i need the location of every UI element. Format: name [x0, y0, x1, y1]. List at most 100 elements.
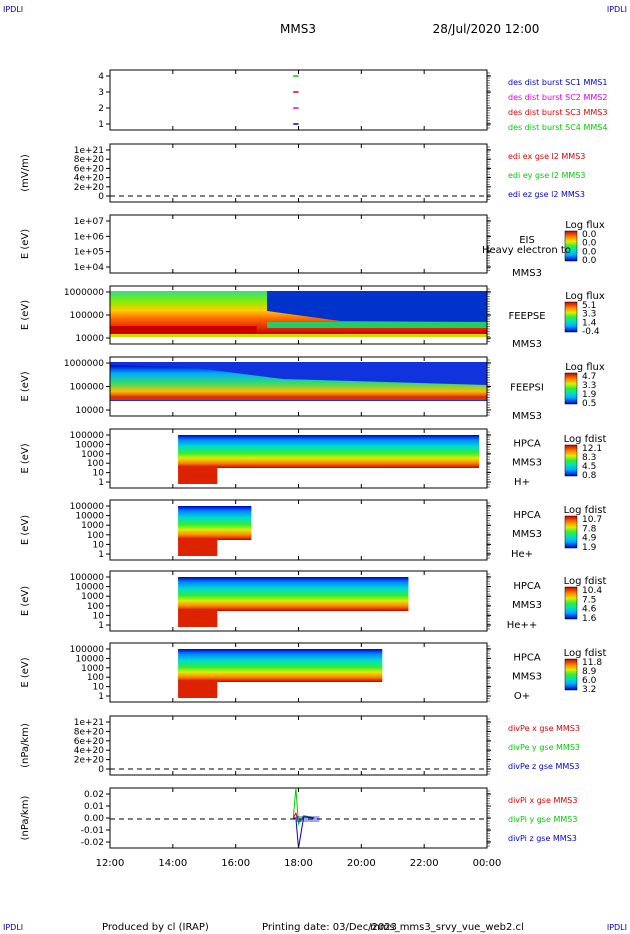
feeps-ions-label: FEEPSI — [510, 383, 544, 394]
burst-intervals-legend-0: des dist burst SC1 MMS1 — [508, 78, 607, 87]
hpca-h-spectrum — [178, 435, 480, 468]
edi-electric-field-ytick-label: 6e+20 — [74, 164, 105, 174]
corner-label-top-left: IPDLI — [3, 5, 23, 14]
hpca-hepp-colorbar-tick: 10.4 — [582, 586, 602, 596]
edi-electric-field-ytick-label: 2e+20 — [74, 183, 105, 193]
eis-ytick-label: 1e+07 — [74, 217, 104, 227]
div-pi-ytick-label: -0.01 — [81, 826, 104, 836]
feeps-ions-colorbar-tick: 1.9 — [582, 390, 597, 400]
div-pi-legend-1: divPi y gse MMS3 — [508, 815, 577, 824]
hpca-hepp-ylabel: E (eV) — [20, 586, 31, 616]
eis-colorbar — [564, 230, 578, 262]
feeps-ions-colorbar-tick: 4.7 — [582, 372, 596, 382]
div-pe-ytick-label: 6e+20 — [74, 737, 105, 747]
div-pi-ytick-label: 0.00 — [84, 814, 104, 824]
eis-ytick-label: 1e+04 — [74, 263, 105, 273]
hpca-o-ytick-label: 1 — [98, 692, 104, 702]
div-pi-legend-2: divPi z gse MMS3 — [508, 834, 577, 843]
edi-electric-field-ytick-label: 1e+21 — [74, 146, 104, 156]
feeps-ions-ytick-label: 100000 — [70, 383, 105, 393]
hpca-o-colorbar — [564, 658, 578, 691]
hpca-o-low-energy-core — [178, 680, 218, 698]
hpca-h-ytick-label: 10000 — [75, 440, 104, 450]
time-tick-label: 12:00 — [96, 858, 125, 869]
hpca-h-ytick-label: 10 — [93, 469, 105, 479]
hpca-he-ytick-label: 100 — [87, 531, 104, 541]
hpca-he-ytick-label: 1 — [98, 550, 104, 560]
hpca-o-ytick-label: 1000 — [81, 664, 104, 674]
feepsi-bottom-band — [110, 396, 487, 400]
hpca-h-colorbar-tick: 12.1 — [582, 444, 602, 454]
div-pi-panel — [106, 787, 491, 849]
feeps-electrons-sc-label: MMS3 — [512, 339, 542, 350]
div-pe-legend-0: divPe x gse MMS3 — [508, 724, 580, 733]
hpca-he-spectrum — [178, 506, 252, 540]
time-tick-label: 18:00 — [284, 858, 313, 869]
hpca-o-ytick-label: 10 — [93, 683, 105, 693]
hpca-he-ytick-label: 10000 — [75, 512, 104, 522]
hpca-hepp-ytick-label: 1000 — [81, 592, 104, 602]
feeps-ions-colorbar-title: Log flux — [565, 362, 605, 373]
eis-panel — [106, 214, 578, 274]
edi-electric-field-panel — [106, 143, 491, 203]
hpca-h-colorbar-tick: 0.8 — [582, 471, 597, 481]
feeps-electrons-ytick-label: 1000000 — [64, 288, 104, 298]
hpca-hepp-label: HPCA — [513, 581, 541, 592]
hpca-h-ytick-label: 1 — [98, 478, 104, 488]
edi-electric-field-legend-1: edi ey gse l2 MMS3 — [508, 171, 586, 180]
div-pi-ytick-label: -0.02 — [81, 838, 104, 848]
eis-colorbar-title: Log flux — [565, 220, 605, 231]
feeps-ions-colorbar-tick: 0.5 — [582, 399, 596, 409]
time-tick-label: 22:00 — [410, 858, 439, 869]
hpca-hepp-low-energy-core — [178, 609, 218, 627]
hpca-o-spectrum — [178, 649, 383, 682]
hpca-o-species: O+ — [514, 691, 530, 702]
hpca-he-sc-label: MMS3 — [512, 529, 542, 540]
feeps-electrons-colorbar-tick: 5.1 — [582, 301, 596, 311]
time-tick-label: 00:00 — [473, 858, 502, 869]
hpca-hepp-colorbar-tick: 4.6 — [582, 605, 597, 615]
hpca-hepp-species: He++ — [507, 620, 537, 631]
div-pe-ytick-label: 4e+20 — [74, 746, 105, 756]
eis-colorbar-tick: 0.0 — [582, 239, 597, 249]
div-pi-ylabel: (nPa/km) — [20, 796, 31, 841]
footer-printing-date: Printing date: 03/Dec/2023 — [262, 922, 397, 933]
hpca-hepp-ytick-label: 100 — [87, 602, 104, 612]
burst-intervals-ytick-label: 2 — [98, 104, 104, 114]
feeps-ions-ylabel: E (eV) — [20, 371, 31, 401]
div-pe-ytick-label: 2e+20 — [74, 756, 105, 766]
eis-colorbar-tick: 0.0 — [582, 256, 597, 266]
edi-electric-field-ytick-label: 0 — [98, 192, 104, 202]
hpca-he-ytick-label: 1000 — [81, 521, 104, 531]
edi-electric-field-ytick-label: 4e+20 — [74, 174, 105, 184]
feeps-electrons-label: FEEPSE — [508, 311, 545, 322]
eis-colorbar-tick: 0.0 — [582, 247, 597, 257]
hpca-he-species: He+ — [511, 549, 533, 560]
div-pi-ytick-label: 0.02 — [84, 790, 104, 800]
burst-intervals-legend-3: des dist burst SC4 MMS4 — [508, 123, 607, 132]
hpca-hepp-spectrum — [178, 577, 409, 611]
hpca-o-ytick-label: 100000 — [70, 645, 105, 655]
eis-colorbar-tick: 0.0 — [582, 230, 597, 240]
hpca-o-label: HPCA — [513, 653, 541, 664]
spacecraft-title: MMS3 — [280, 22, 316, 36]
hpca-h-low-energy-core — [178, 466, 218, 484]
eis-heavy-label: Heavy electron to — [482, 245, 571, 256]
eis-ylabel: E (eV) — [20, 229, 31, 259]
div-pe-legend-1: divPe y gse MMS3 — [508, 743, 580, 752]
hpca-o-colorbar-tick: 6.0 — [582, 676, 597, 686]
time-tick-label: 16:00 — [221, 858, 250, 869]
hpca-he-colorbar-title: Log fdist — [564, 505, 607, 516]
burst-intervals-legend-2: des dist burst SC3 MMS3 — [508, 108, 607, 117]
hpca-h-ylabel: E (eV) — [20, 443, 31, 473]
eis-ytick-label: 1e+05 — [74, 248, 104, 258]
hpca-hepp-colorbar-title: Log fdist — [564, 576, 607, 587]
div-pi-ytick-label: 0.01 — [84, 802, 104, 812]
hpca-o-sc-label: MMS3 — [512, 672, 542, 683]
hpca-he-frame — [109, 499, 488, 561]
div-pe-frame — [109, 715, 488, 776]
div-pe-ytick-label: 8e+20 — [74, 727, 105, 737]
corner-label-top-right: IPDLI — [607, 5, 627, 14]
hpca-he-colorbar-tick: 7.8 — [582, 524, 597, 534]
hpca-h-colorbar-title: Log fdist — [564, 434, 607, 445]
